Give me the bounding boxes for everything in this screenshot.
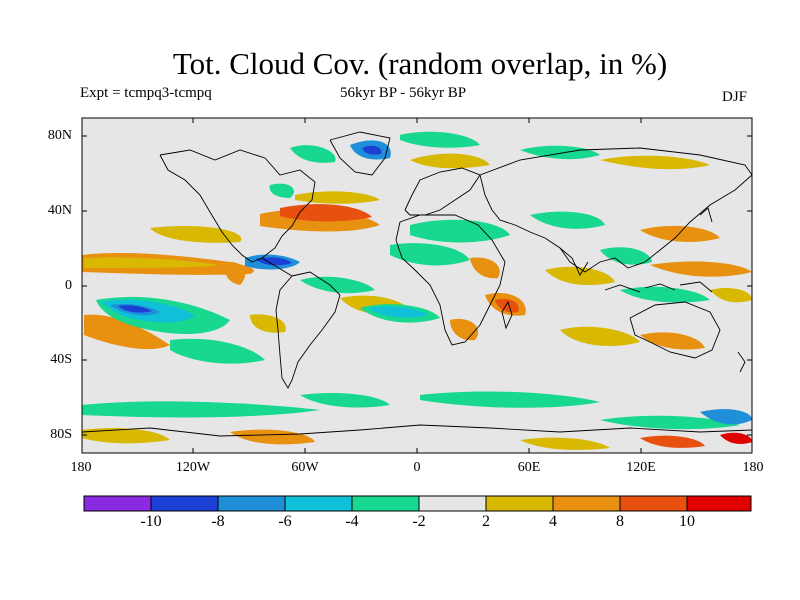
colorbar: [83, 495, 752, 512]
lon-label-120e: 120E: [626, 460, 656, 475]
lon-label-180e: 180: [742, 460, 764, 475]
colorbar-label-minus8: -8: [211, 513, 225, 530]
lon-label-60e: 60E: [517, 460, 541, 475]
lon-label-60w: 60W: [291, 460, 319, 475]
colorbar-box-4: [285, 496, 352, 511]
lat-label-40s: 40S: [50, 352, 72, 367]
colorbar-box-9: [620, 496, 687, 511]
lat-ticks: [82, 135, 752, 436]
colorbar-box-3: [218, 496, 285, 511]
colorbar-label-minus2: -2: [412, 513, 426, 530]
lon-ticks: [192, 118, 642, 453]
cloud-anomaly-field: [82, 131, 752, 450]
season-label: DJF: [722, 89, 748, 105]
colorbar-box-5: [352, 496, 419, 511]
plot-title: Tot. Cloud Cov. (random overlap, in %): [172, 46, 668, 81]
lat-label-80s: 80S: [50, 427, 72, 442]
colorbar-box-8: [553, 496, 620, 511]
colorbar-box-2: [151, 496, 218, 511]
lat-label-0: 0: [65, 278, 72, 293]
colorbar-label-minus4: -4: [345, 513, 359, 530]
period-label: 56kyr BP - 56kyr BP: [340, 85, 467, 101]
colorbar-label-minus10: -10: [140, 513, 162, 530]
colorbar-box-6: [419, 496, 486, 511]
lat-label-80n: 80N: [47, 128, 72, 143]
lat-label-40n: 40N: [47, 203, 72, 218]
colorbar-label-minus6: -6: [278, 513, 292, 530]
colorbar-box-7: [486, 496, 553, 511]
lon-label-120w: 120W: [175, 460, 211, 475]
coastlines: [82, 131, 752, 437]
experiment-label: Expt = tcmpq3-tcmpq: [80, 85, 212, 101]
colorbar-box-10: [687, 496, 751, 511]
colorbar-label-4: 4: [549, 513, 557, 530]
lon-label-180w: 180: [70, 460, 92, 475]
map-background: [82, 118, 752, 453]
lon-label-0: 0: [413, 460, 421, 475]
colorbar-label-10: 10: [679, 513, 695, 530]
colorbar-label-2: 2: [482, 513, 490, 530]
colorbar-label-8: 8: [616, 513, 624, 530]
colorbar-box-1: [84, 496, 151, 511]
